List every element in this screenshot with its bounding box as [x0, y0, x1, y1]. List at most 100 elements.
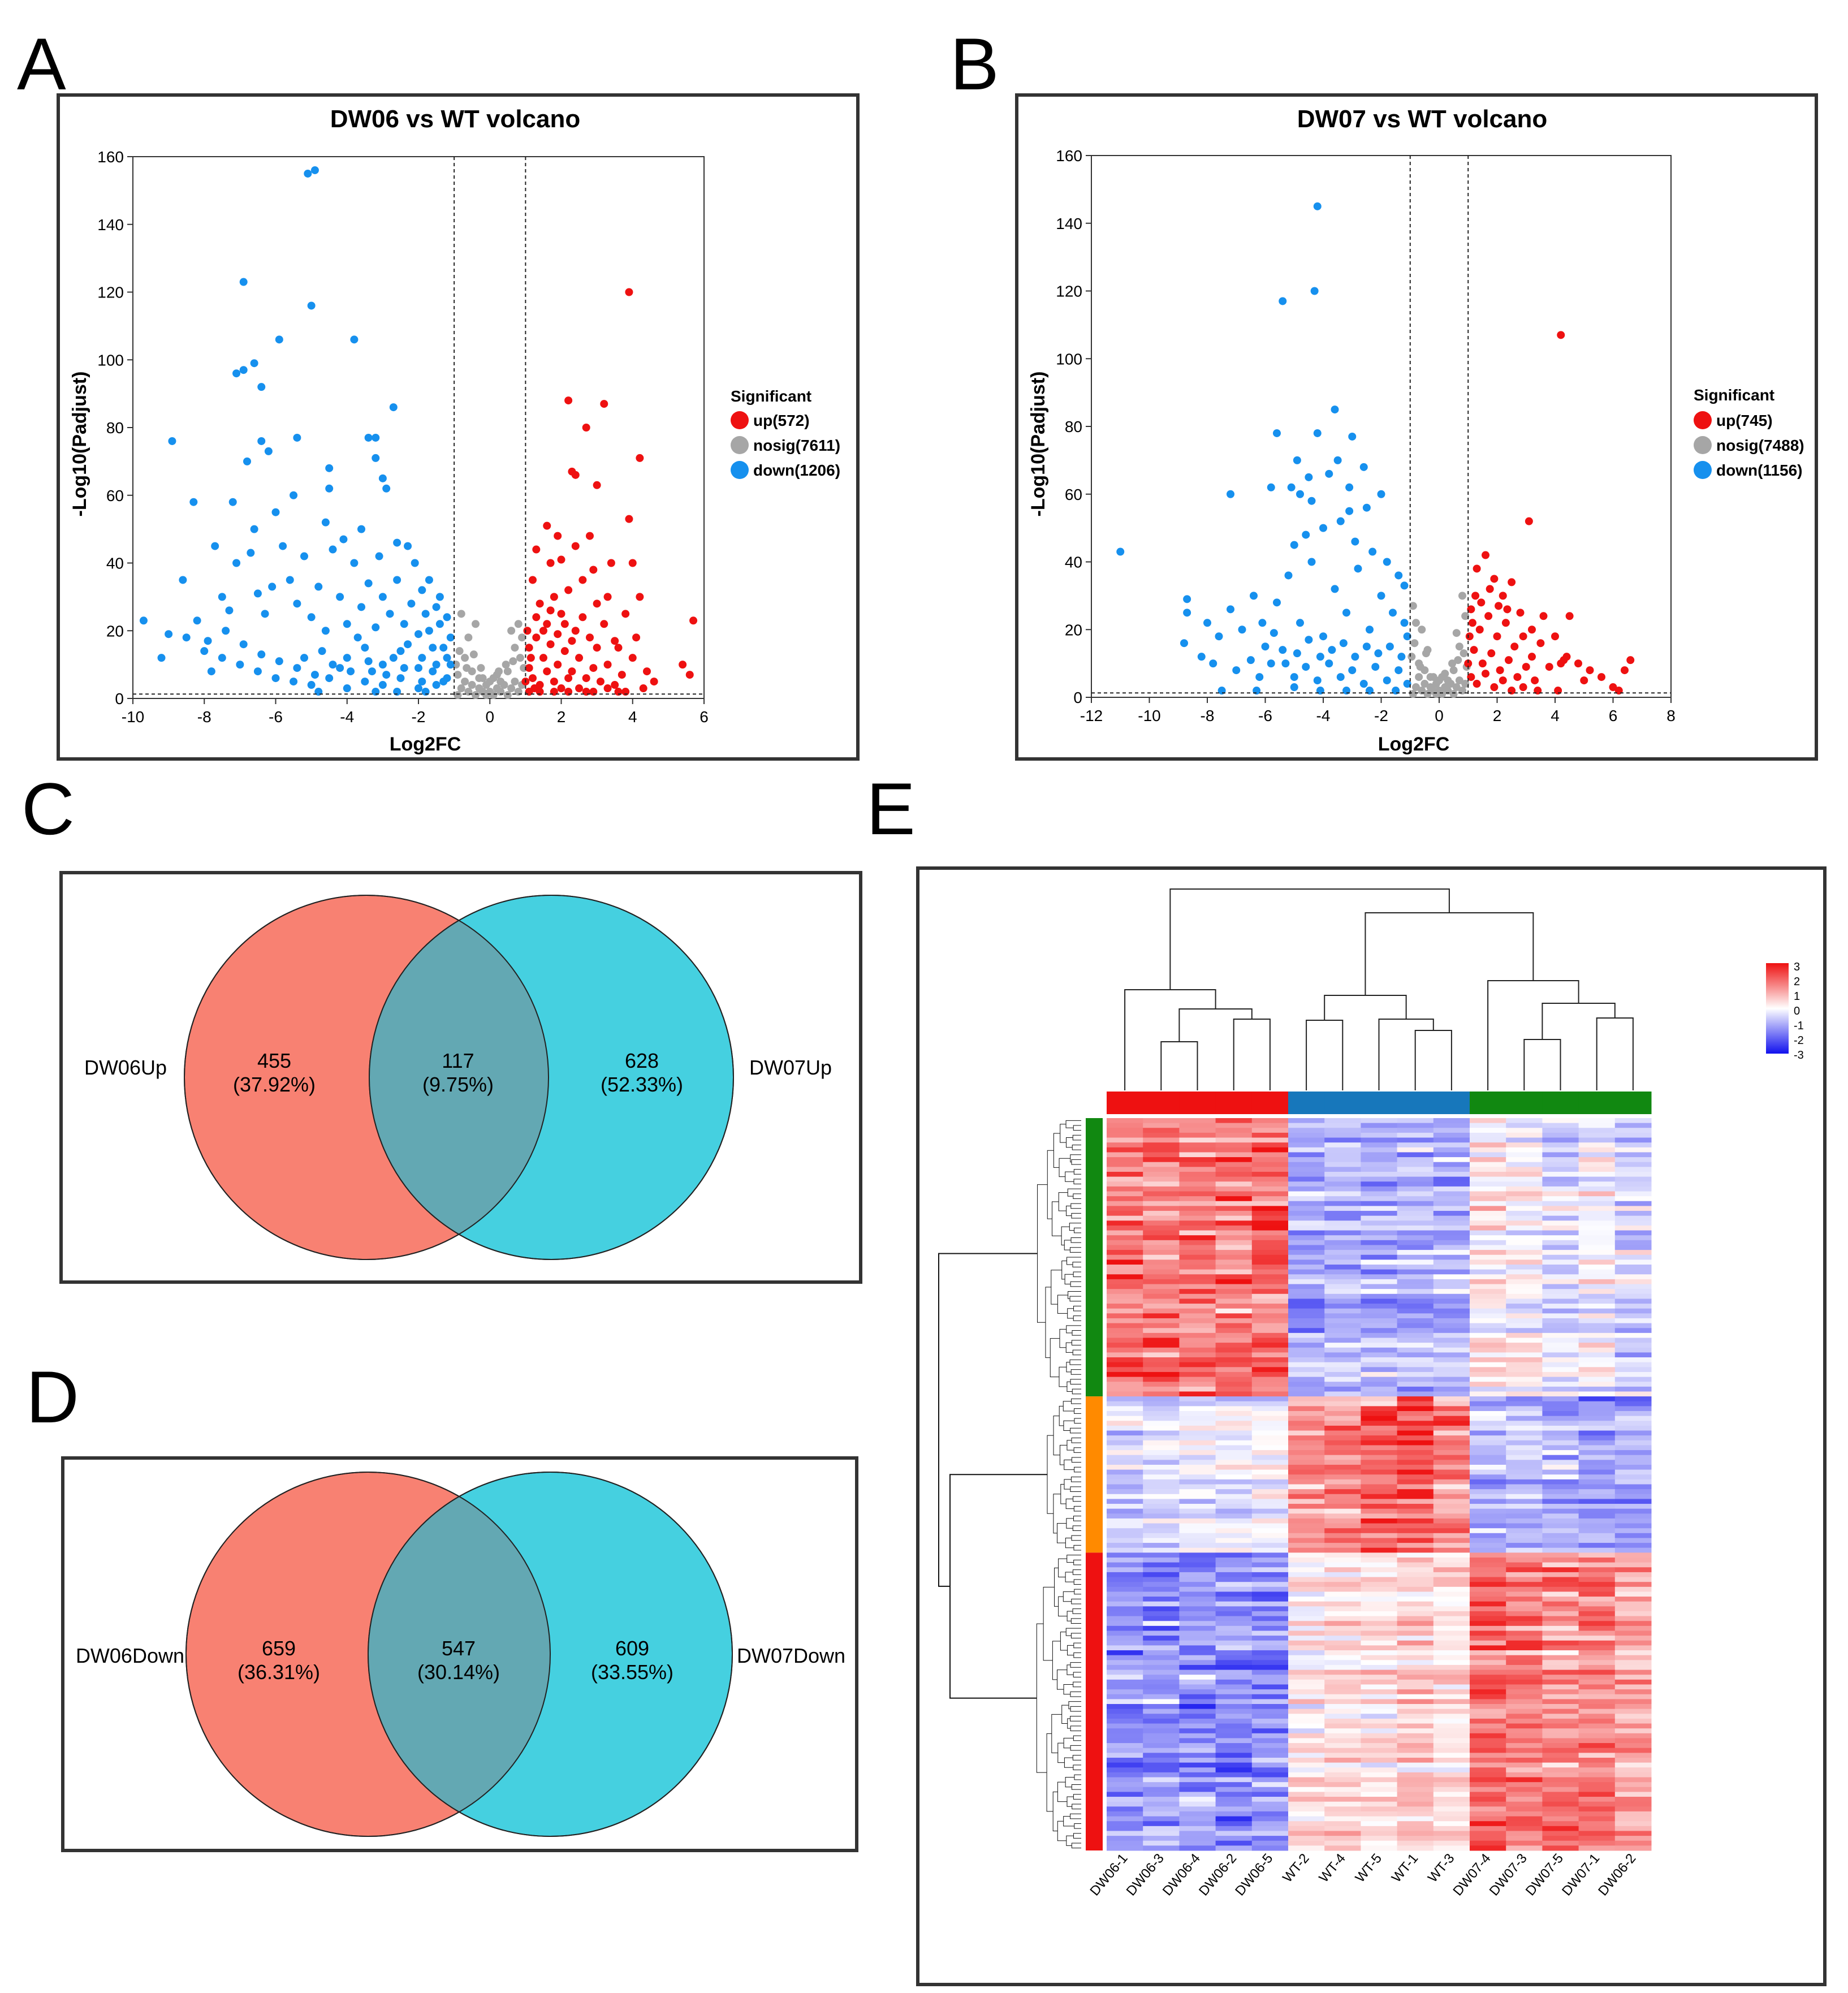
heatmap-cell: [1542, 1670, 1579, 1675]
heatmap-cell: [1578, 1377, 1616, 1382]
heatmap-cell: [1215, 1142, 1253, 1148]
heatmap-cell: [1251, 1382, 1289, 1387]
heatmap-cell: [1397, 1450, 1434, 1456]
point-up: [532, 545, 541, 554]
heatmap-cell: [1324, 1840, 1361, 1846]
point-down: [1307, 558, 1316, 566]
heatmap-cell: [1397, 1787, 1434, 1792]
heatmap-cell: [1215, 1655, 1253, 1660]
heatmap-cell: [1107, 1640, 1143, 1646]
heatmap-cell: [1251, 1577, 1289, 1582]
heatmap-cell: [1542, 1411, 1579, 1417]
heatmap-cell: [1143, 1499, 1180, 1504]
heatmap-cell: [1251, 1357, 1289, 1363]
heatmap-cell: [1614, 1479, 1652, 1485]
heatmap-cell: [1324, 1523, 1361, 1529]
venn-c-right-percent: (52.33%): [601, 1073, 683, 1096]
heatmap-cell: [1324, 1728, 1361, 1734]
heatmap-cell: [1578, 1728, 1616, 1734]
heatmap-cell: [1251, 1664, 1289, 1671]
heatmap-cell: [1288, 1382, 1325, 1387]
heatmap-cell: [1215, 1162, 1253, 1167]
heatmap-cell: [1179, 1484, 1216, 1490]
point-down: [293, 664, 301, 672]
heatmap-cell: [1361, 1782, 1398, 1788]
point-down: [290, 491, 298, 499]
heatmap-cell: [1251, 1460, 1289, 1465]
row-dendrogram-link: [1069, 1296, 1081, 1302]
heatmap-cell: [1288, 1186, 1325, 1192]
point-down: [200, 647, 209, 655]
heatmap-cell: [1324, 1181, 1361, 1187]
heatmap-cell: [1251, 1660, 1289, 1666]
heatmap-cell: [1361, 1558, 1398, 1563]
heatmap-cell: [1361, 1836, 1398, 1841]
heatmap-cell: [1470, 1416, 1506, 1421]
heatmap-cell: [1215, 1435, 1253, 1441]
heatmap-cell: [1324, 1836, 1361, 1841]
point-down: [193, 616, 201, 625]
heatmap-cell: [1215, 1625, 1253, 1631]
heatmap-cell: [1433, 1630, 1470, 1636]
heatmap-cell: [1578, 1748, 1616, 1753]
heatmap-cell: [1179, 1318, 1216, 1324]
point-nosig: [1438, 690, 1447, 698]
heatmap-cell: [1397, 1128, 1434, 1133]
point-down: [432, 603, 441, 611]
heatmap-cell: [1361, 1826, 1398, 1831]
heatmap-cell: [1614, 1582, 1652, 1588]
point-down: [418, 678, 426, 686]
x-tick-label: -6: [1258, 707, 1272, 724]
heatmap-cell: [1506, 1738, 1543, 1744]
point-up: [1528, 625, 1536, 634]
heatmap-cell: [1470, 1186, 1506, 1192]
point-up: [593, 599, 601, 608]
heatmap-cell: [1361, 1211, 1398, 1216]
heatmap-cell: [1324, 1416, 1361, 1421]
heatmap-cell: [1107, 1621, 1143, 1627]
heatmap-cell: [1179, 1304, 1216, 1309]
heatmap-cell: [1433, 1220, 1470, 1226]
heatmap-cell: [1578, 1836, 1616, 1841]
heatmap-cell: [1397, 1689, 1434, 1695]
heatmap-cell: [1578, 1304, 1616, 1309]
heatmap-cell: [1506, 1689, 1543, 1695]
heatmap-cell: [1288, 1748, 1325, 1753]
heatmap-cell: [1542, 1811, 1579, 1817]
heatmap-cell: [1143, 1489, 1180, 1495]
heatmap-cell: [1578, 1455, 1616, 1460]
heatmap-cell: [1506, 1118, 1543, 1124]
heatmap-cell: [1361, 1167, 1398, 1172]
heatmap-cell: [1578, 1782, 1616, 1788]
heatmap-cell: [1433, 1411, 1470, 1417]
point-up: [636, 593, 644, 601]
point-down: [382, 671, 391, 679]
heatmap-cell: [1215, 1343, 1253, 1348]
heatmap-cell: [1578, 1806, 1616, 1812]
heatmap-cell: [1506, 1328, 1543, 1334]
heatmap-cell: [1614, 1196, 1652, 1202]
heatmap-cell: [1578, 1460, 1616, 1465]
point-nosig: [509, 657, 517, 666]
heatmap-cell: [1107, 1425, 1143, 1431]
heatmap-cell: [1107, 1543, 1143, 1548]
heatmap-cell: [1470, 1367, 1506, 1373]
point-up: [1478, 659, 1487, 668]
point-down: [1397, 653, 1406, 661]
heatmap-cell: [1288, 1606, 1325, 1612]
heatmap-cell: [1614, 1293, 1652, 1299]
heatmap-cell: [1179, 1801, 1216, 1807]
heatmap-cell: [1397, 1469, 1434, 1475]
heatmap-cell: [1179, 1220, 1216, 1226]
heatmap-cell: [1578, 1772, 1616, 1778]
heatmap-cell: [1324, 1518, 1361, 1524]
row-dendrogram-link: [1045, 1287, 1051, 1358]
heatmap-cell: [1251, 1362, 1289, 1368]
heatmap-cell: [1107, 1836, 1143, 1841]
heatmap-cell: [1578, 1265, 1616, 1270]
heatmap-cell: [1433, 1801, 1470, 1807]
point-up: [526, 654, 535, 662]
heatmap-cell: [1578, 1762, 1616, 1768]
heatmap-cell: [1433, 1840, 1470, 1846]
heatmap-cell: [1143, 1230, 1180, 1236]
